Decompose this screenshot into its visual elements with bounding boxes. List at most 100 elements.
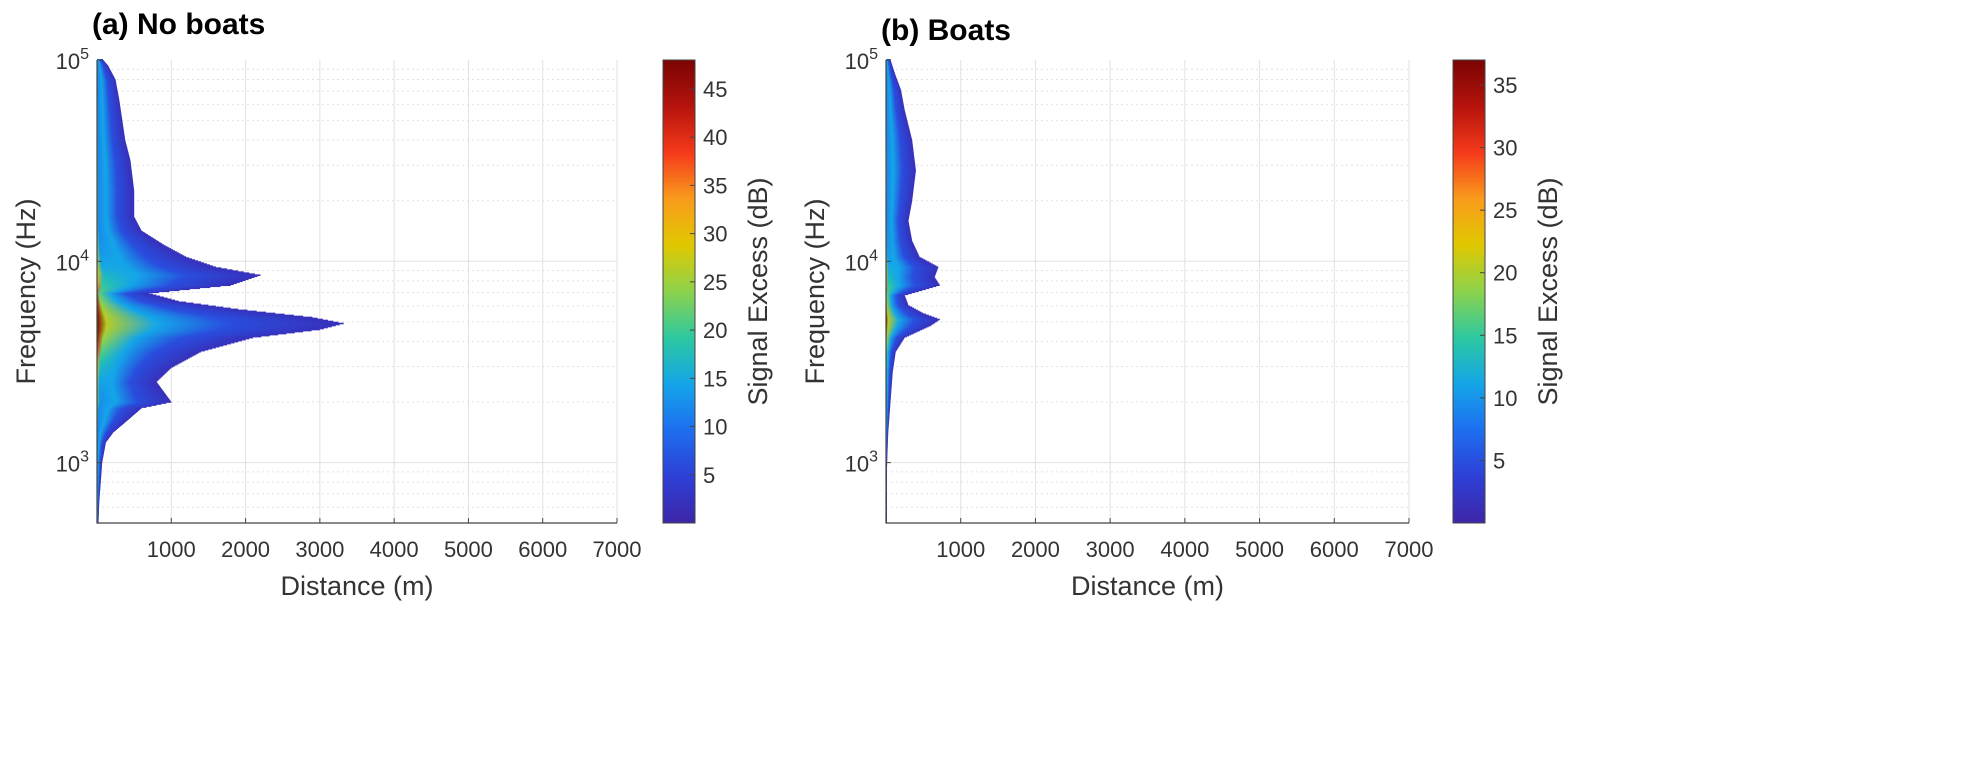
- heat-strip: [886, 402, 891, 404]
- heat-strip: [886, 151, 914, 154]
- heat-strip: [886, 60, 891, 62]
- heat-strip: [97, 348, 209, 351]
- heat-strip: [97, 338, 246, 341]
- heat-strip: [97, 400, 171, 402]
- x-tick-label: 5000: [444, 537, 493, 562]
- heat-strip: [886, 345, 899, 348]
- heat-strip: [886, 112, 906, 114]
- heat-strip: [97, 202, 135, 205]
- heat-strip: [97, 302, 194, 305]
- heat-strip: [886, 330, 918, 333]
- colorbar: [1452, 59, 1486, 524]
- heat-strip: [886, 160, 915, 163]
- heat-strip: [97, 276, 255, 279]
- heat-strip: [886, 199, 913, 202]
- heat-strip: [97, 237, 153, 239]
- heat-strip: [886, 140, 913, 143]
- heat-strip: [97, 330, 304, 333]
- colorbar-label: Signal Excess (dB): [1533, 177, 1563, 405]
- heat-strip: [886, 295, 906, 298]
- heat-strip: [97, 85, 117, 87]
- heat-strip: [886, 437, 889, 440]
- heat-strip: [886, 248, 916, 250]
- heat-strip: [97, 77, 115, 79]
- heat-strip: [886, 165, 916, 168]
- heat-strip: [886, 223, 909, 225]
- heat-strip: [886, 89, 901, 91]
- heat-strip: [886, 420, 890, 422]
- colorbar-tick-label: 35: [703, 173, 727, 198]
- heat-strip: [97, 236, 152, 238]
- colorbar-tick-label: 10: [1493, 386, 1517, 411]
- heat-strip: [886, 358, 895, 361]
- heat-strip: [97, 287, 201, 290]
- heat-strip: [97, 65, 109, 67]
- heat-strip: [886, 300, 907, 303]
- heat-strip: [97, 139, 126, 142]
- heat-strip: [97, 155, 130, 158]
- heat-strip: [886, 265, 937, 267]
- heat-strip: [886, 367, 894, 370]
- x-tick-label: 3000: [295, 537, 344, 562]
- heat-strip: [97, 279, 246, 282]
- heat-strip: [886, 62, 892, 64]
- heat-strip: [97, 399, 170, 401]
- heat-strip: [97, 513, 99, 516]
- heat-strip: [97, 462, 103, 465]
- heat-strip: [97, 261, 201, 263]
- heat-strip: [97, 315, 304, 318]
- heat-strip: [97, 192, 135, 195]
- heat-strip: [97, 71, 112, 73]
- heat-strip: [886, 107, 905, 109]
- heat-strip: [97, 505, 100, 508]
- heat-strip: [886, 342, 901, 345]
- heat-strip: [97, 433, 112, 436]
- heat-strip: [97, 116, 122, 118]
- heat-strip: [886, 363, 894, 366]
- heat-strip: [97, 382, 158, 384]
- heat-strip: [97, 269, 233, 271]
- heat-strip: [886, 227, 910, 229]
- heat-strip: [886, 121, 908, 124]
- heat-strip: [97, 351, 200, 354]
- heat-strip: [886, 314, 929, 317]
- x-tick-label: 7000: [1385, 537, 1434, 562]
- heat-strip: [97, 446, 105, 449]
- heat-strip: [886, 401, 891, 403]
- heat-strip: [97, 311, 266, 314]
- heat-strip: [886, 425, 889, 427]
- heat-strip: [886, 275, 935, 278]
- heat-strip: [886, 66, 893, 68]
- heat-strip: [97, 138, 126, 141]
- heat-strip: [886, 247, 916, 249]
- heat-strip: [886, 373, 893, 375]
- heat-strip: [886, 438, 888, 441]
- heat-strip: [97, 120, 123, 122]
- heat-strip: [886, 106, 905, 108]
- heat-strip: [886, 256, 920, 258]
- heat-strip: [97, 325, 332, 328]
- heat-strip: [97, 123, 123, 126]
- colorbar-tick-label: 20: [703, 318, 727, 343]
- heat-strip: [97, 212, 135, 215]
- heat-strip: [97, 290, 170, 293]
- heat-strip: [97, 231, 144, 233]
- heat-strip: [886, 344, 900, 347]
- heat-strip: [886, 249, 917, 251]
- heat-strip: [97, 201, 135, 204]
- heat-strip: [97, 156, 130, 159]
- heat-strip: [97, 198, 135, 201]
- heat-strip: [97, 379, 159, 381]
- heat-strip: [886, 64, 893, 66]
- heat-strip: [97, 151, 129, 154]
- heat-strip: [97, 404, 157, 406]
- heat-strip: [97, 171, 132, 174]
- heat-strip: [97, 141, 126, 144]
- heat-strip: [886, 96, 903, 98]
- heat-strip: [886, 234, 912, 236]
- heat-strip: [97, 424, 122, 426]
- heat-strip: [886, 185, 914, 188]
- heat-strip: [886, 276, 935, 279]
- heat-strip: [97, 258, 193, 260]
